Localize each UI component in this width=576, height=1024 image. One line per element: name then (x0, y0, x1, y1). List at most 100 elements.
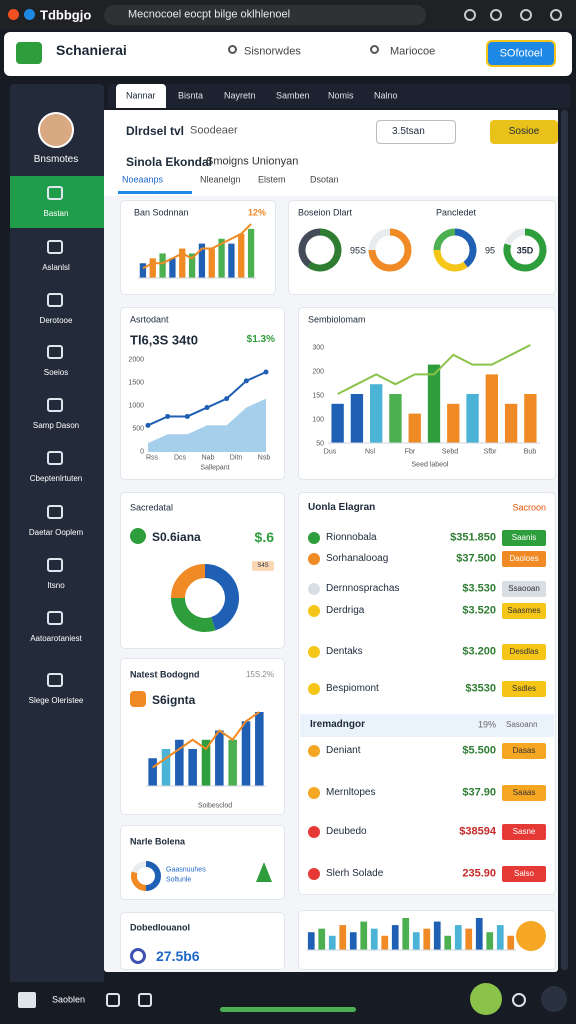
status-badge[interactable] (502, 866, 546, 882)
growth-card (120, 658, 285, 815)
progress (220, 1007, 356, 1012)
row-name: Deniant (326, 745, 361, 756)
y-label: 0 (140, 448, 144, 456)
activity-button[interactable] (516, 921, 546, 951)
status-label[interactable]: Saanis (511, 533, 537, 542)
sidebar-item[interactable]: Slege Oleristee (28, 696, 84, 705)
card-title: Uonla Elagran (308, 502, 376, 513)
status-label[interactable]: Saaas (512, 788, 536, 797)
search[interactable]: Sisnorwdes (244, 45, 301, 58)
tab[interactable]: Nomis (328, 90, 354, 101)
bottom-icon[interactable] (512, 993, 526, 1007)
balance-line: Soltunle (166, 876, 192, 884)
status-label[interactable]: Ssdles (511, 684, 537, 693)
status-badge[interactable] (502, 603, 546, 619)
status-badge[interactable] (502, 743, 546, 759)
subtab[interactable]: Nleanelgn (200, 174, 241, 185)
badge: 15S.2% (245, 670, 274, 679)
status-badge[interactable] (502, 581, 546, 597)
caption: Soibesclod (197, 802, 233, 810)
ledger-link[interactable]: Sacroon (512, 502, 546, 513)
sidebar-item[interactable]: Itsno (47, 581, 65, 590)
row-icon (308, 868, 320, 880)
status-label[interactable]: Dasas (512, 746, 536, 755)
status-label[interactable]: Salso (513, 869, 535, 878)
sidebar-item[interactable]: Samp Dason (32, 421, 80, 430)
subtab[interactable]: Dsotan (310, 174, 339, 185)
range-pill[interactable] (376, 120, 456, 144)
share-tag-label: S4S (257, 563, 269, 569)
row-name: Deubedo (326, 826, 367, 837)
tab[interactable]: Nayretn (224, 90, 256, 101)
tab[interactable]: Bisnta (178, 90, 204, 101)
logo-icon (16, 42, 42, 64)
header-button[interactable] (486, 40, 556, 67)
browser-icon[interactable] (490, 9, 502, 21)
sidebar-item[interactable]: Daetar Ooplem (28, 528, 84, 537)
url-bar[interactable] (104, 5, 426, 25)
x-label: Dcs (173, 454, 187, 462)
status-badge[interactable] (502, 644, 546, 660)
sidebar-item[interactable]: Derotooe (39, 316, 73, 325)
row-name: Slerh Solade (326, 868, 384, 879)
x-label: Bub (523, 448, 537, 456)
action-label[interactable]: Sosioe (508, 126, 540, 137)
browser-icon[interactable] (550, 9, 562, 21)
sidebar-item[interactable]: Aslanlsl (42, 263, 70, 272)
row-name: Mernltopes (326, 787, 376, 798)
row-name: Bespiomont (326, 683, 379, 694)
row-amount: $3.520 (462, 604, 496, 617)
bottom-icon[interactable] (541, 986, 567, 1012)
status-badge[interactable] (502, 681, 546, 697)
tab[interactable]: Nalno (374, 90, 398, 101)
row-icon (308, 826, 320, 838)
status-label[interactable]: Saasmes (507, 606, 541, 615)
section-note: Smoigns Unionyan (206, 155, 299, 168)
sidebar-item[interactable]: Cbeptenlrtuten (29, 474, 83, 483)
kpi-change: $1.3% (246, 334, 275, 345)
sidebar-icon (47, 505, 63, 519)
fab[interactable] (470, 983, 502, 1015)
sales-card (298, 307, 556, 480)
header-button-label[interactable]: SOfotoel (499, 47, 543, 60)
status-badge[interactable] (502, 530, 546, 546)
sidebar-item[interactable]: Aatoarotaniest (30, 634, 82, 643)
kpi-value: Tl6,3S 34t0 (130, 332, 198, 348)
group-band (300, 714, 554, 737)
status-badge[interactable] (502, 551, 546, 567)
status-label[interactable]: Daoloes (509, 554, 539, 563)
avatar (38, 112, 74, 148)
y-label: 200 (312, 368, 324, 376)
bottom-icon[interactable] (106, 993, 120, 1007)
browser-icon[interactable] (464, 9, 476, 21)
tab[interactable]: Nannar (126, 90, 156, 101)
bottom-icon[interactable] (138, 993, 152, 1007)
status-label[interactable]: Ssaooan (508, 584, 540, 593)
sidebar-item[interactable]: Soeios (43, 368, 69, 377)
share-icon (130, 528, 146, 544)
status-label[interactable]: Sasne (512, 827, 536, 836)
share-value: $.6 (254, 529, 274, 545)
sidebar-icon (47, 398, 63, 412)
row-name: Derdriga (326, 605, 365, 616)
card-title: Sembiolomam (308, 314, 366, 325)
sidebar-icon (47, 673, 63, 687)
subtab[interactable]: Elstem (258, 174, 286, 185)
x-label: Sebd (441, 448, 459, 456)
sidebar-icon (47, 293, 63, 307)
browser-icon[interactable] (520, 9, 532, 21)
y-label: 50 (316, 440, 324, 448)
action-button[interactable] (490, 120, 558, 144)
row-name: Dentaks (326, 646, 363, 657)
status-badge[interactable] (502, 785, 546, 801)
search-alt[interactable]: Mariocoe (390, 45, 436, 58)
status-label[interactable]: Desdlas (509, 647, 539, 656)
browser-dot (8, 9, 19, 20)
subtab[interactable]: Noeaanps (122, 174, 164, 185)
status-badge[interactable] (502, 824, 546, 840)
sidebar-item[interactable]: Bastan (43, 209, 69, 218)
group-name: Iremadngor (310, 719, 366, 730)
tab[interactable]: Samben (276, 90, 310, 101)
x-label: Dus (323, 448, 337, 456)
share-name: S0.6iana (152, 530, 201, 544)
